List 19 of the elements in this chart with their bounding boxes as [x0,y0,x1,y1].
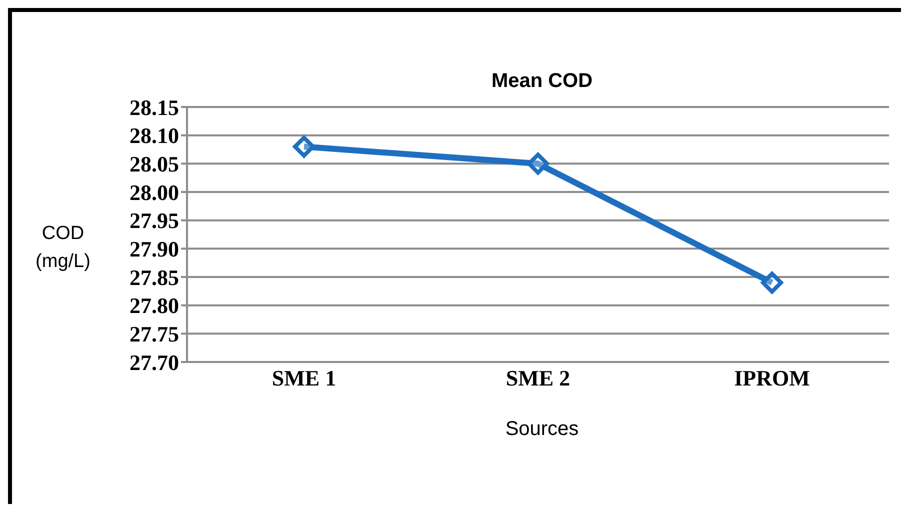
y-tick-label: 28.05 [130,151,179,176]
y-tick-label: 27.85 [130,264,179,290]
y-tick-label: 28.10 [130,123,179,148]
y-tick-label: 27.70 [130,350,179,375]
y-tick-label: 28.15 [130,94,179,120]
x-tick-label: SME 1 [272,366,336,391]
point [761,272,783,294]
y-tick-label: 27.75 [130,321,179,346]
y-tick-label: 28.00 [130,180,179,205]
chart-title: Mean COD [490,70,594,93]
x-axis-title: Sources [504,418,580,441]
y-axis-title: COD (mg/L) [34,222,92,274]
y-tick-label: 27.95 [130,208,179,234]
point [527,152,549,175]
x-tick-label: SME 2 [506,366,570,391]
point [293,136,315,158]
x-tick-label: IPROM [734,366,810,391]
y-tick-label: 27.90 [130,236,179,262]
y-tick-label: 27.80 [130,293,179,318]
